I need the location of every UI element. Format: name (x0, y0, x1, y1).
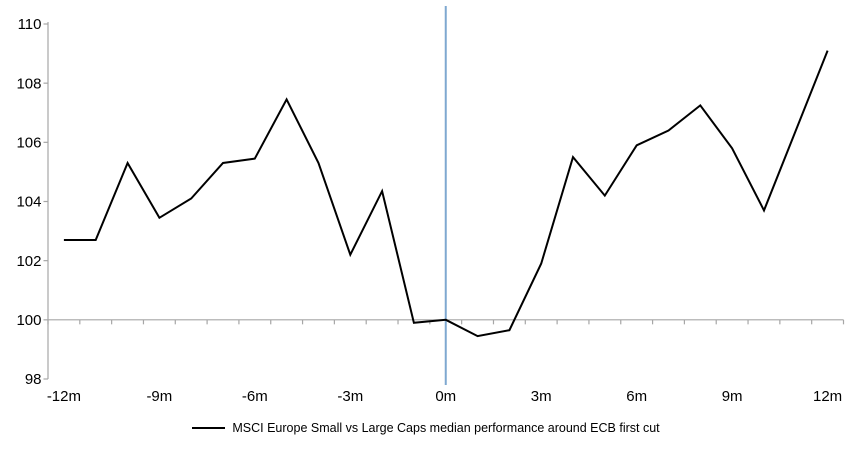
y-tick-label: 102 (16, 253, 41, 270)
x-tick-label: 12m (813, 388, 842, 405)
x-tick-label: -9m (146, 388, 172, 405)
y-tick-label: 110 (18, 16, 42, 33)
x-tick-label: 3m (531, 388, 552, 405)
series-line (63, 50, 829, 338)
y-tick-label: 108 (16, 75, 41, 92)
y-tick-label: 104 (16, 194, 41, 211)
y-tick-label: 98 (25, 371, 42, 388)
y-tick-label: 106 (16, 135, 41, 152)
x-tick-label: -12m (47, 388, 81, 405)
x-tick-label: 9m (722, 388, 743, 405)
y-tick-label: 100 (16, 312, 41, 329)
x-tick-label: -6m (242, 388, 268, 405)
x-tick-label: 0m (435, 388, 456, 405)
legend-line-marker (192, 427, 226, 429)
x-tick-label: -3m (337, 388, 363, 405)
x-tick-label: 6m (626, 388, 647, 405)
legend-label: MSCI Europe Small vs Large Caps median p… (232, 421, 660, 435)
legend: MSCI Europe Small vs Large Caps median p… (0, 420, 852, 436)
